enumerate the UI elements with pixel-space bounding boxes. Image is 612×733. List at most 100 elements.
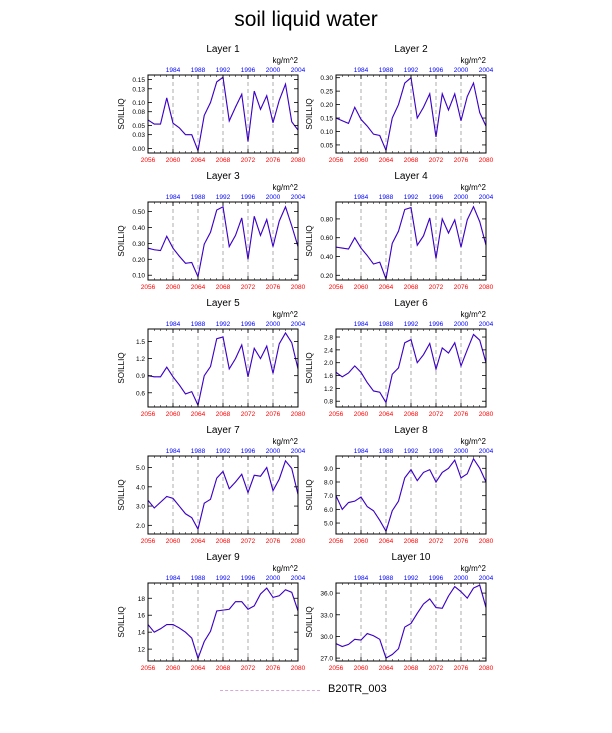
layer-4-xtick-label-6: 2080	[479, 284, 494, 291]
layer-8-xtick-label-1: 2060	[354, 538, 369, 545]
layer-8-top-tick-label-1: 1988	[379, 448, 394, 455]
layer-9-units-label: kg/m^2	[272, 564, 298, 573]
layer-1-ytick-label-5: 0.13	[132, 86, 145, 93]
layer-10-ytick-label-3: 36.0	[320, 591, 333, 598]
layer-10-top-tick-label-0: 1984	[354, 575, 369, 582]
layer-1-ytick-label-4: 0.10	[132, 100, 145, 107]
layer-2-top-tick-label-3: 1996	[429, 67, 444, 74]
layer-2-ytick-label-0: 0.05	[320, 142, 333, 149]
layer-7-xtick-label-1: 2060	[166, 538, 181, 545]
layer-6-ytick-label-4: 2.4	[324, 347, 333, 354]
layer-4-xtick-label-1: 2060	[354, 284, 369, 291]
legend-label: B20TR_003	[328, 683, 387, 695]
layer-1-xtick-label-5: 2076	[266, 157, 281, 164]
layer-3-title: Layer 3	[206, 171, 240, 182]
layer-6-xtick-label-6: 2080	[479, 411, 494, 418]
layer-7-ytick-label-0: 2.0	[136, 523, 145, 530]
layer-3-ytick-label-3: 0.40	[132, 225, 145, 232]
layer-2-ytick-label-3: 0.20	[320, 102, 333, 109]
layer-4-top-tick-label-1: 1988	[379, 194, 394, 201]
layer-10-ylabel: SOILLIQ	[305, 606, 314, 637]
layer-6-xtick-label-5: 2076	[454, 411, 469, 418]
layer-5-xtick-label-0: 2056	[141, 411, 156, 418]
layer-6-units-label: kg/m^2	[460, 310, 486, 319]
layer-7-series-line	[147, 459, 299, 531]
layer-4-ytick-label-2: 0.60	[320, 235, 333, 242]
layer-5-top-tick-label-2: 1992	[216, 321, 231, 328]
layer-5-top-tick-label-1: 1988	[191, 321, 206, 328]
layer-8-xtick-label-4: 2072	[429, 538, 444, 545]
layer-1-ytick-label-2: 0.05	[132, 123, 145, 130]
layer-9-ylabel: SOILLIQ	[117, 606, 126, 637]
layer-6-top-tick-label-0: 1984	[354, 321, 369, 328]
layer-10-xtick-label-4: 2072	[429, 665, 444, 672]
layer-2-xtick-label-1: 2060	[354, 157, 369, 164]
layer-7-ylabel: SOILLIQ	[117, 479, 126, 510]
layer-4-ytick-label-3: 0.80	[320, 216, 333, 223]
layer-1-units-label: kg/m^2	[272, 56, 298, 65]
layer-6-xtick-label-4: 2072	[429, 411, 444, 418]
layer-1-xtick-label-4: 2072	[241, 157, 256, 164]
layer-10-units-label: kg/m^2	[460, 564, 486, 573]
layer-3-ytick-label-1: 0.20	[132, 257, 145, 264]
layer-7-top-tick-label-4: 2000	[266, 448, 281, 455]
layer-3-top-tick-label-1: 1988	[191, 194, 206, 201]
layer-3-top-tick-label-0: 1984	[166, 194, 181, 201]
layer-3-top-tick-label-2: 1992	[216, 194, 231, 201]
layer-6-top-tick-label-2: 1992	[404, 321, 419, 328]
layer-2-title: Layer 2	[394, 44, 428, 55]
layer-5-top-tick-label-3: 1996	[241, 321, 256, 328]
layer-3-xtick-label-5: 2076	[266, 284, 281, 291]
layer-9-series-line	[147, 587, 299, 661]
layer-1-top-tick-label-1: 1988	[191, 67, 206, 74]
layer-1-xtick-label-1: 2060	[166, 157, 181, 164]
legend-line-swatch	[220, 690, 320, 691]
layer-5-ytick-label-3: 1.5	[136, 339, 145, 346]
layer-10-top-tick-label-1: 1988	[379, 575, 394, 582]
layer-7-top-tick-label-3: 1996	[241, 448, 256, 455]
layer-9-xtick-label-0: 2056	[141, 665, 156, 672]
layer-8-top-tick-label-4: 2000	[454, 448, 469, 455]
layer-6-ytick-label-2: 1.6	[324, 373, 333, 380]
layer-4-ytick-label-1: 0.40	[320, 254, 333, 261]
layer-4-ytick-label-0: 0.20	[320, 273, 333, 280]
layer-6-top-tick-label-1: 1988	[379, 321, 394, 328]
layer-8-xtick-label-2: 2064	[379, 538, 394, 545]
layer-5-ylabel: SOILLIQ	[117, 352, 126, 383]
layer-1-ytick-label-3: 0.08	[132, 109, 145, 116]
layer-5-top-tick-label-5: 2004	[291, 321, 306, 328]
layer-3-top-tick-label-3: 1996	[241, 194, 256, 201]
layer-5-ytick-label-1: 0.9	[136, 373, 145, 380]
layer-6-xtick-label-2: 2064	[379, 411, 394, 418]
layer-7-top-tick-label-0: 1984	[166, 448, 181, 455]
layer-4-ylabel: SOILLIQ	[305, 225, 314, 256]
layer-6-ytick-label-3: 2.0	[324, 360, 333, 367]
layer-9-ytick-label-0: 12	[138, 647, 146, 654]
layer-1-ylabel: SOILLIQ	[117, 98, 126, 129]
layer-8-ytick-label-1: 6.0	[324, 507, 333, 514]
layer-1-top-tick-label-0: 1984	[166, 67, 181, 74]
layer-2-xtick-label-5: 2076	[454, 157, 469, 164]
layer-2-top-tick-label-4: 2000	[454, 67, 469, 74]
layer-8-xtick-label-6: 2080	[479, 538, 494, 545]
layer-6-ylabel: SOILLIQ	[305, 352, 314, 383]
layer-10-top-tick-label-3: 1996	[429, 575, 444, 582]
layer-1-xtick-label-0: 2056	[141, 157, 156, 164]
layer-3-ytick-label-4: 0.50	[132, 209, 145, 216]
layer-2-top-tick-label-1: 1988	[379, 67, 394, 74]
layer-8-title: Layer 8	[394, 425, 428, 436]
layer-3-xtick-label-1: 2060	[166, 284, 181, 291]
layer-9-top-tick-label-1: 1988	[191, 575, 206, 582]
layer-2-top-tick-label-2: 1992	[404, 67, 419, 74]
layer-10-title: Layer 10	[392, 552, 431, 563]
figure-title: soil liquid water	[234, 8, 378, 31]
layer-6-top-tick-label-5: 2004	[479, 321, 494, 328]
layer-1-top-tick-label-3: 1996	[241, 67, 256, 74]
layer-7-top-tick-label-1: 1988	[191, 448, 206, 455]
layer-8-top-tick-label-3: 1996	[429, 448, 444, 455]
layer-3-units-label: kg/m^2	[272, 183, 298, 192]
layer-6-ytick-label-5: 2.8	[324, 335, 333, 342]
layer-4-top-tick-label-2: 1992	[404, 194, 419, 201]
layer-7-units-label: kg/m^2	[272, 437, 298, 446]
layer-10-xtick-label-3: 2068	[404, 665, 419, 672]
